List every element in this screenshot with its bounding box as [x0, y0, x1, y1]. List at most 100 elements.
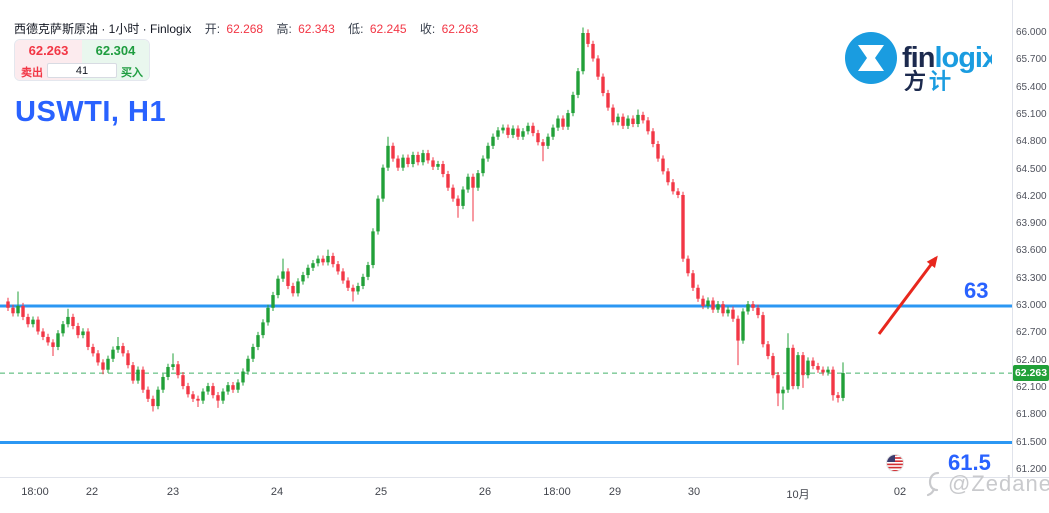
time-axis-label: 10月	[786, 489, 810, 501]
candle-body	[581, 33, 585, 72]
candle-body	[206, 386, 210, 392]
candle-body	[621, 116, 625, 126]
candle-body	[371, 231, 375, 266]
author-watermark: @Zedane	[924, 471, 1049, 497]
candle-body	[706, 300, 710, 306]
candle-body	[721, 304, 725, 314]
candle-body	[431, 160, 435, 167]
buy-label[interactable]: 买入	[121, 67, 143, 79]
time-scale-border	[0, 477, 1049, 478]
sell-price-button[interactable]: 62.263	[15, 40, 82, 61]
signature-icon	[926, 471, 940, 497]
svg-text:finlogix: finlogix	[902, 42, 992, 74]
candle-body	[351, 287, 355, 292]
candle-body	[146, 389, 150, 399]
candle-body	[96, 353, 100, 363]
candle-body	[276, 278, 280, 296]
candle-body	[681, 194, 685, 259]
quantity-input[interactable]	[47, 63, 117, 78]
candle-body	[191, 394, 195, 399]
candle-body	[456, 198, 460, 206]
candle-body	[221, 391, 225, 401]
time-scale[interactable]: 18:00 22 23 24 25 26 18:00 29 30 10月 02	[0, 478, 1049, 513]
candle-body	[131, 365, 135, 381]
finlogix-logo-icon	[845, 32, 897, 84]
candle-body	[731, 309, 735, 319]
candle-body	[571, 94, 575, 114]
candle-body	[486, 145, 490, 159]
candle-body	[436, 164, 440, 167]
candle-body	[316, 258, 320, 264]
time-axis-label: 30	[687, 486, 701, 498]
candle-body	[341, 271, 345, 281]
candle-body	[766, 344, 770, 357]
candlestick-chart[interactable]	[0, 0, 1012, 482]
candle-body	[331, 255, 335, 265]
candle-body	[356, 285, 360, 292]
watermark-text: @Zedane	[948, 471, 1049, 496]
candle-body	[411, 154, 415, 165]
candle-body	[751, 304, 755, 308]
candle-body	[266, 307, 270, 323]
candle-body	[201, 391, 205, 401]
candle-body	[611, 107, 615, 123]
candle-body	[496, 130, 500, 137]
candle-body	[16, 306, 20, 314]
price-scale[interactable]: 66.000 65.700 65.400 65.100 64.800 64.500 64.2…	[1013, 0, 1049, 477]
current-price-badge: 62.263	[1013, 365, 1049, 382]
candle-body	[36, 319, 40, 332]
candle-body	[776, 375, 780, 394]
candle-body	[51, 342, 55, 347]
close-label: 收:	[419, 22, 436, 36]
finlogix-logo: finlogix 方计	[842, 27, 999, 96]
candle-body	[661, 158, 665, 172]
open-label: 开:	[204, 22, 221, 36]
candle-body	[366, 265, 370, 277]
candle-body	[81, 331, 85, 336]
close-value: 62.263	[441, 22, 479, 36]
logo-text-ji: 计	[929, 69, 951, 91]
candle-body	[401, 157, 405, 168]
candle-body	[806, 360, 810, 376]
candle-body	[386, 145, 390, 168]
candle-body	[811, 360, 815, 367]
candle-body	[211, 386, 215, 396]
candle-body	[226, 385, 230, 392]
candle-body	[271, 295, 275, 308]
price-axis-label: 66.000	[1016, 27, 1047, 38]
candle-body	[716, 304, 720, 310]
candle-body	[301, 275, 305, 282]
candle-body	[551, 127, 555, 137]
candle-body	[326, 255, 330, 263]
candle-body	[26, 316, 30, 325]
low-label: 低:	[348, 22, 364, 36]
instrument-title[interactable]: 西德克萨斯原油 · 1小时 · Finlogix	[14, 22, 192, 36]
symbol-watermark-title: USWTI, H1	[15, 96, 167, 128]
price-axis-label: 63.600	[1016, 245, 1047, 257]
candle-body	[741, 311, 745, 341]
buy-price-button[interactable]: 62.304	[82, 40, 149, 61]
svg-text:方计: 方计	[904, 69, 951, 91]
candle-body	[426, 153, 430, 161]
price-axis-label: 64.200	[1016, 190, 1047, 202]
candle-body	[791, 347, 795, 387]
candle-body	[321, 258, 325, 263]
time-axis-label: 18:00	[21, 486, 49, 498]
price-axis-label: 63.900	[1016, 218, 1047, 230]
candle-body	[361, 276, 365, 286]
candle-body	[746, 304, 750, 312]
candle-body	[521, 131, 525, 137]
candle-body	[121, 346, 125, 354]
candle-body	[696, 287, 700, 299]
candle-body	[171, 364, 175, 367]
candle-body	[91, 346, 95, 354]
candle-body	[676, 191, 680, 195]
instrument-ohlc-bar: 西德克萨斯原油 · 1小时 · Finlogix 开: 62.268 高: 62…	[14, 20, 478, 37]
level-61-5-label: 61.5	[948, 450, 991, 475]
sell-label[interactable]: 卖出	[21, 67, 43, 79]
candle-body	[291, 285, 295, 294]
candle-body	[691, 273, 695, 288]
candle-body	[561, 118, 565, 127]
candle-body	[556, 118, 560, 128]
trend-arrow	[877, 257, 938, 335]
